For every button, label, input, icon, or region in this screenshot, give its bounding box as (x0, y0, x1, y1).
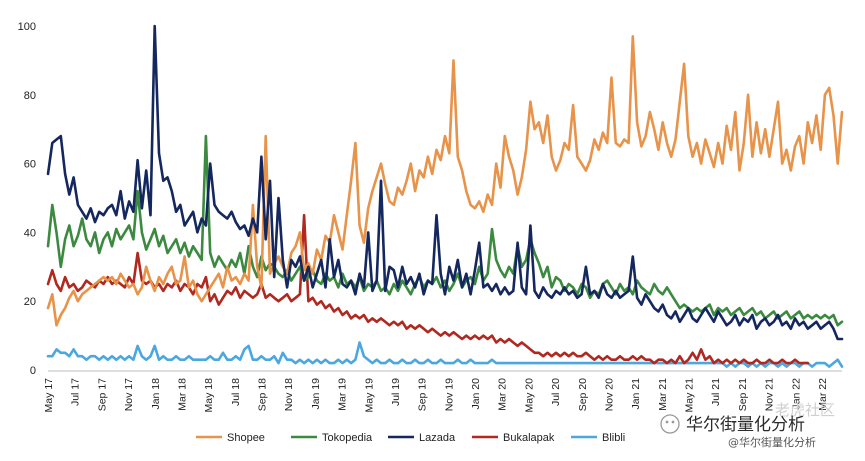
legend-label: Lazada (419, 432, 456, 444)
series-line-blibli (46, 341, 844, 368)
legend-label: Tokopedia (322, 432, 373, 444)
x-tick-label: May 19 (363, 378, 375, 413)
x-tick-label: Nov 17 (123, 378, 135, 411)
legend-item-bukalapak: Bukalapak (472, 432, 555, 444)
x-tick-label: Sep 19 (417, 378, 429, 411)
watermark-fragment: 老虎社区 (775, 401, 835, 419)
x-tick-label: Mar 18 (176, 378, 188, 411)
series-layer (46, 24, 844, 368)
y-tick-label: 40 (24, 227, 36, 239)
x-tick-label: Nov 19 (443, 378, 455, 411)
legend-item-lazada: Lazada (388, 432, 456, 444)
x-tick-label: Sep 17 (96, 378, 108, 411)
x-tick-label: Mar 22 (817, 378, 829, 411)
legend-item-tokopedia: Tokopedia (291, 432, 373, 444)
legend-label: Blibli (602, 432, 625, 444)
legend-item-blibli: Blibli (571, 432, 625, 444)
x-tick-label: Mar 20 (497, 378, 509, 411)
x-tick-label: May 20 (523, 378, 535, 413)
x-tick-label: Mar 19 (337, 378, 349, 411)
x-tick-label: May 21 (684, 378, 696, 413)
legend-label: Shopee (227, 432, 265, 444)
x-tick-label: Jan 18 (150, 378, 162, 410)
series-line-tokopedia (46, 134, 844, 327)
x-tick-label: Nov 21 (764, 378, 776, 411)
x-tick-label: Jan 21 (630, 378, 642, 410)
x-tick-label: Jul 18 (230, 378, 242, 406)
x-tick-label: Mar 21 (657, 378, 669, 411)
watermark-line1: 华尔街量化分析 (686, 415, 805, 435)
x-tick-label: Jan 19 (310, 378, 322, 410)
y-tick-label: 20 (24, 296, 36, 308)
x-tick-label: May 17 (43, 378, 55, 413)
x-tick-label: Jul 19 (390, 378, 402, 406)
y-tick-label: 60 (24, 159, 36, 171)
y-tick-label: 100 (18, 21, 36, 33)
y-axis: 0 20 40 60 80 100 (18, 21, 36, 377)
x-tick-label: Nov 20 (603, 378, 615, 411)
y-tick-label: 0 (30, 365, 36, 377)
x-tick-label: Jul 17 (70, 378, 82, 406)
x-tick-label: Sep 18 (257, 378, 269, 411)
watermark-line2: @华尔街量化分析 (728, 435, 816, 449)
legend: Shopee Tokopedia Lazada Bukalapak Blibli (196, 432, 625, 444)
legend-item-shopee: Shopee (196, 432, 265, 444)
watermark: 老虎社区 华尔街量化分析 @华尔街量化分析 (660, 401, 835, 449)
wechat-logo-dot-right-icon (671, 420, 675, 424)
x-tick-label: Jul 21 (710, 378, 722, 406)
x-tick-label: May 18 (203, 378, 215, 413)
x-tick-label: Sep 20 (577, 378, 589, 411)
x-tick-label: Jan 22 (790, 378, 802, 410)
series-line-shopee (46, 35, 844, 327)
x-tick-label: Jan 20 (470, 378, 482, 410)
wechat-logo-dot-left-icon (665, 420, 669, 424)
x-tick-label: Nov 18 (283, 378, 295, 411)
x-tick-label: Jul 20 (550, 378, 562, 406)
wechat-logo-icon (660, 414, 680, 434)
y-tick-label: 80 (24, 90, 36, 102)
legend-label: Bukalapak (503, 432, 555, 444)
x-tick-label: Sep 21 (737, 378, 749, 411)
series-line-lazada (46, 24, 844, 341)
x-axis: May 17 Jul 17 Sep 17 Nov 17 Jan 18 Mar 18 May … (43, 370, 842, 413)
